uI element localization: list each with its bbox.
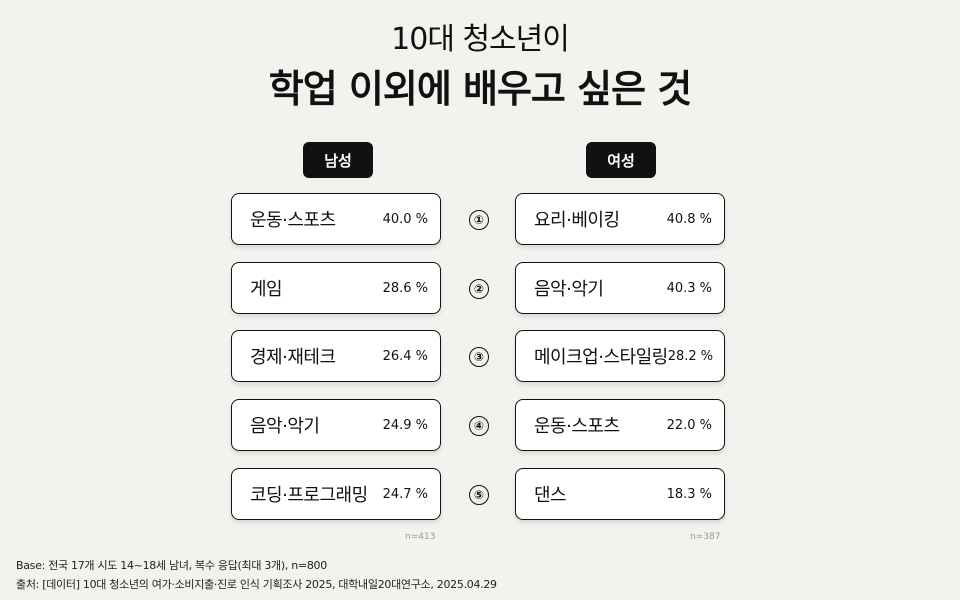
item-label: 운동·스포츠 bbox=[534, 416, 620, 437]
chart-subtitle: 10대 청소년이 bbox=[391, 22, 570, 57]
item-value: 24.9 % bbox=[382, 417, 428, 433]
item-value: 24.7 % bbox=[382, 486, 428, 502]
female-card: 메이크업·스타일링 28.2 % bbox=[515, 330, 725, 382]
item-label: 게임 bbox=[250, 279, 283, 300]
item-value: 22.0 % bbox=[666, 417, 712, 433]
item-value: 40.0 % bbox=[382, 211, 428, 227]
male-card: 음악·악기 24.9 % bbox=[231, 399, 441, 451]
sample-size-male: n=413 bbox=[405, 532, 436, 542]
source-note: 출처: [데이터] 10대 청소년의 여가·소비지출·진로 인식 기획조사 20… bbox=[16, 578, 497, 591]
item-label: 요리·베이킹 bbox=[534, 210, 620, 231]
rank-marker: ① bbox=[469, 210, 489, 230]
male-card: 코딩·프로그래밍 24.7 % bbox=[231, 468, 441, 520]
item-value: 26.4 % bbox=[382, 348, 428, 364]
rank-marker: ② bbox=[469, 279, 489, 299]
group-badge-female: 여성 bbox=[586, 142, 656, 178]
base-note: Base: 전국 17개 시도 14~18세 남녀, 복수 응답(최대 3개),… bbox=[16, 559, 327, 572]
item-value: 40.3 % bbox=[666, 280, 712, 296]
item-value: 28.2 % bbox=[667, 348, 714, 364]
female-card: 음악·악기 40.3 % bbox=[515, 262, 725, 314]
item-label: 댄스 bbox=[534, 485, 567, 506]
male-card: 경제·재테크 26.4 % bbox=[231, 330, 441, 382]
female-card: 댄스 18.3 % bbox=[515, 468, 725, 520]
item-label: 코딩·프로그래밍 bbox=[250, 485, 368, 506]
rank-marker: ④ bbox=[469, 416, 489, 436]
item-value: 28.6 % bbox=[382, 280, 428, 296]
rank-marker: ⑤ bbox=[469, 485, 489, 505]
group-badge-male: 남성 bbox=[303, 142, 373, 178]
sample-size-female: n=387 bbox=[690, 532, 721, 542]
item-label: 음악·악기 bbox=[250, 416, 320, 437]
item-value: 40.8 % bbox=[666, 211, 712, 227]
item-label: 메이크업·스타일링 bbox=[534, 347, 668, 368]
male-card: 운동·스포츠 40.0 % bbox=[231, 193, 441, 245]
female-card: 운동·스포츠 22.0 % bbox=[515, 399, 725, 451]
female-card: 요리·베이킹 40.8 % bbox=[515, 193, 725, 245]
item-label: 음악·악기 bbox=[534, 279, 604, 300]
item-label: 경제·재테크 bbox=[250, 347, 336, 368]
item-value: 18.3 % bbox=[666, 486, 712, 502]
chart-title: 학업 이외에 배우고 싶은 것 bbox=[268, 67, 692, 111]
item-label: 운동·스포츠 bbox=[250, 210, 336, 231]
male-card: 게임 28.6 % bbox=[231, 262, 441, 314]
rank-marker: ③ bbox=[469, 347, 489, 367]
